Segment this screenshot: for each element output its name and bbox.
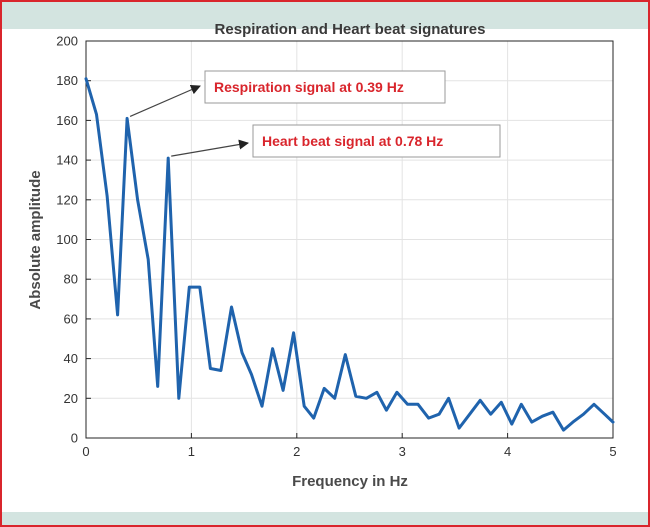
series-layer [84, 77, 615, 432]
annotation-arrow [171, 139, 249, 157]
x-tick-label: 5 [609, 444, 616, 459]
series-line [84, 77, 615, 432]
y-tick-label: 20 [64, 391, 78, 406]
y-tick-label: 0 [71, 431, 78, 446]
axis-ticks: 0 1 2 3 4 5 0 20 40 60 80 100 120 140 160 180 200 [56, 34, 616, 460]
annotation-callout: Respiration signal at 0.39 Hz [129, 70, 446, 117]
annotation-arrow [129, 85, 201, 117]
annotations: Respiration signal at 0.39 Hz Heart beat … [129, 70, 501, 158]
y-tick-label: 120 [56, 192, 78, 207]
x-tick-label: 1 [188, 444, 195, 459]
annotation-label: Heart beat signal at 0.78 Hz [262, 133, 443, 149]
x-tick-label: 3 [399, 444, 406, 459]
y-tick-label: 40 [64, 351, 78, 366]
y-axis-title: Absolute amplitude [27, 170, 44, 309]
annotation-box [204, 70, 446, 104]
x-axis-title: Frequency in Hz [292, 473, 408, 490]
y-tick-label: 180 [56, 73, 78, 88]
x-tick-label: 2 [293, 444, 300, 459]
top-band [2, 2, 648, 29]
y-tick-label: 80 [64, 272, 78, 287]
annotation-callout: Heart beat signal at 0.78 Hz [171, 124, 501, 158]
annotation-box [252, 124, 501, 158]
y-tick-label: 60 [64, 311, 78, 326]
x-tick-label: 0 [82, 444, 89, 459]
bottom-band [2, 512, 648, 525]
x-tick-label: 4 [504, 444, 511, 459]
y-tick-label: 100 [56, 232, 78, 247]
y-tick-label: 140 [56, 153, 78, 168]
y-tick-label: 160 [56, 113, 78, 128]
chart-title: Respiration and Heart beat signatures [215, 21, 486, 38]
annotation-label: Respiration signal at 0.39 Hz [214, 79, 404, 95]
y-tick-label: 200 [56, 34, 78, 49]
